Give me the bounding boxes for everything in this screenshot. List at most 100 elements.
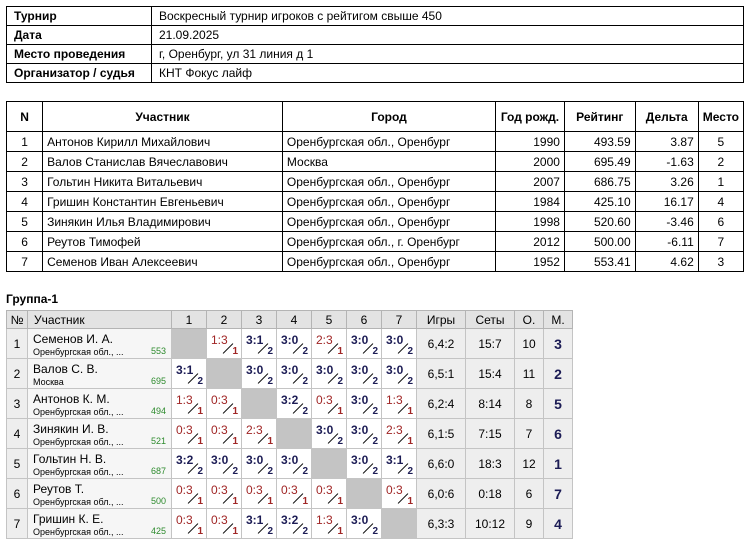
match-result-cell: 3:0 2 <box>241 448 277 479</box>
player-city: Оренбургская обл., ... <box>33 437 124 447</box>
match-result-cell: 0:3 1 <box>311 388 347 419</box>
match-points: 2 <box>302 466 308 477</box>
table-cell: 2 <box>5 151 44 172</box>
match-points: 1 <box>232 436 238 447</box>
table-row: 4 Гришин Константин Евгеньевич Оренбургска… <box>5 191 745 212</box>
table-cell: 695.49 <box>563 151 636 172</box>
match-points: 2 <box>407 466 413 477</box>
points-stat: 8 <box>514 388 544 419</box>
table-cell: 1 <box>5 131 44 152</box>
player-name: Валов С. В. <box>33 362 98 376</box>
games-stat: 6,6:0 <box>416 448 466 479</box>
match-points: 2 <box>372 526 378 537</box>
match-points: 2 <box>302 526 308 537</box>
match-points: 2 <box>407 346 413 357</box>
match-score: 3:0 <box>246 453 264 467</box>
match-result-cell: 0:3 1 <box>171 418 207 449</box>
games-stat: 6,4:2 <box>416 328 466 359</box>
table-cell: 1984 <box>495 191 565 212</box>
games-stat: 6,0:6 <box>416 478 466 509</box>
table-cell: -3.46 <box>634 211 699 232</box>
match-points: 2 <box>372 406 378 417</box>
place-stat: 2 <box>543 358 573 389</box>
match-result-cell: 3:0 2 <box>346 418 382 449</box>
match-score: 3:1 <box>176 363 194 377</box>
match-result-cell: 2:3 1 <box>311 328 347 359</box>
points-stat: 7 <box>514 418 544 449</box>
info-value: 21.09.2025 <box>151 25 744 45</box>
player-cell: Гришин К. Е. Оренбургская обл., ... 425 <box>27 508 172 539</box>
match-points: 2 <box>302 346 308 357</box>
match-score: 3:1 <box>246 333 264 347</box>
table-cell: Оренбургская обл., Оренбург <box>281 191 497 212</box>
player-cell: Валов С. В. Москва 695 <box>27 358 172 389</box>
match-score: 3:0 <box>351 393 369 407</box>
match-score: 1:3 <box>386 393 403 407</box>
match-points: 1 <box>407 406 413 417</box>
row-number: 4 <box>6 418 28 449</box>
table-cell: 4 <box>5 191 44 212</box>
table-cell: 2012 <box>495 231 565 252</box>
match-points: 2 <box>372 346 378 357</box>
table-row: 7 Семенов Иван Алексеевич Оренбургская обл… <box>5 251 745 272</box>
table-cell: -1.63 <box>634 151 699 172</box>
info-value: г, Оренбург, ул 31 линия д 1 <box>151 44 744 64</box>
info-key: Турнир <box>6 6 152 26</box>
cross-column-header: М. <box>543 310 573 329</box>
table-cell: 3 <box>697 251 745 272</box>
info-key: Дата <box>6 25 152 45</box>
table-cell: 3.87 <box>634 131 699 152</box>
cross-row: 1 Семенов И. А. Оренбургская обл., ... 553 1… <box>6 328 573 359</box>
cross-column-header: Игры <box>416 310 466 329</box>
points-stat: 11 <box>514 358 544 389</box>
row-number: 7 <box>6 508 28 539</box>
player-city: Оренбургская обл., ... <box>33 407 124 417</box>
table-row: 2 Валов Станислав Вячеславович Москва 2000 6… <box>5 151 745 172</box>
column-header: N <box>5 101 44 132</box>
table-cell: 1990 <box>495 131 565 152</box>
match-points: 1 <box>267 496 273 507</box>
match-points: 2 <box>372 466 378 477</box>
player-rating: 687 <box>150 466 166 476</box>
player-name: Гольтин Н. В. <box>33 452 107 466</box>
row-number: 6 <box>6 478 28 509</box>
cross-column-header: № <box>6 310 28 329</box>
table-cell: Оренбургская обл., Оренбург <box>281 171 497 192</box>
table-cell: 4.62 <box>634 251 699 272</box>
table-cell: 16.17 <box>634 191 699 212</box>
info-row: Организатор / судья КНТ Фокус лайф <box>6 63 744 83</box>
match-result-cell: 0:3 1 <box>276 478 312 509</box>
match-points: 1 <box>337 526 343 537</box>
group-cross-table: № Участник 1 2 3 4 5 6 7 Игры Сеты О. М. 1 Семенов И.… <box>6 310 573 539</box>
match-score: 2:3 <box>386 423 403 437</box>
info-row: Место проведения г, Оренбург, ул 31 линия… <box>6 44 744 64</box>
table-row: 6 Реутов Тимофей Оренбургская обл., г. Оре… <box>5 231 745 252</box>
cross-column-header: Участник <box>27 310 172 329</box>
match-score: 3:0 <box>351 453 369 467</box>
match-score: 0:3 <box>176 483 193 497</box>
place-stat: 7 <box>543 478 573 509</box>
column-header: Участник <box>42 101 283 132</box>
table-cell: Валов Станислав Вячеславович <box>42 151 283 172</box>
match-result-cell: 3:1 2 <box>241 328 277 359</box>
match-points: 2 <box>267 376 273 387</box>
match-points: 2 <box>337 376 343 387</box>
group-title: Группа-1 <box>6 292 59 306</box>
player-city: Оренбургская обл., ... <box>33 347 124 357</box>
cross-column-header: 2 <box>206 310 242 329</box>
match-result-cell: 1:3 1 <box>381 388 417 419</box>
match-result-cell: 3:0 2 <box>241 358 277 389</box>
table-cell: 2000 <box>495 151 565 172</box>
match-score: 3:0 <box>386 333 404 347</box>
match-result-cell: 2:3 1 <box>381 418 417 449</box>
match-result-cell: 3:0 2 <box>311 358 347 389</box>
match-result-cell: 2:3 1 <box>241 418 277 449</box>
cross-column-header: 1 <box>171 310 207 329</box>
match-points: 1 <box>232 406 238 417</box>
match-result-cell: 0:3 1 <box>311 478 347 509</box>
match-score: 3:0 <box>351 513 369 527</box>
match-score: 2:3 <box>316 333 333 347</box>
match-score: 0:3 <box>281 483 298 497</box>
place-stat: 6 <box>543 418 573 449</box>
match-score: 3:0 <box>351 333 369 347</box>
